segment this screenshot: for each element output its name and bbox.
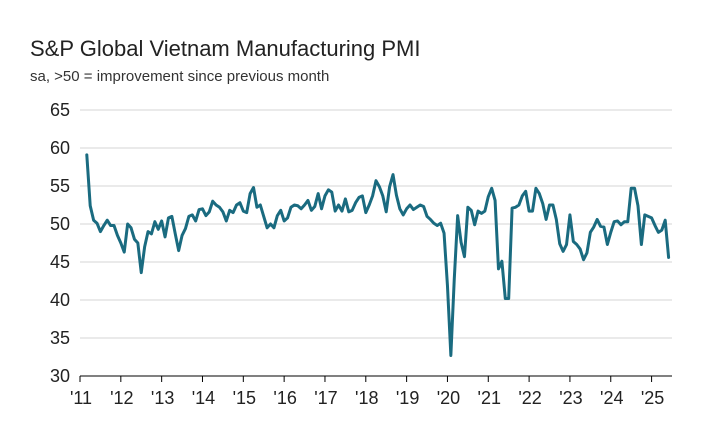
y-tick-label-50: 50 [50, 214, 70, 234]
x-tick-label-2015: '15 [233, 388, 256, 408]
series-group [85, 153, 671, 357]
x-tick-label-2013: '13 [151, 388, 174, 408]
x-tick-label-2017: '17 [314, 388, 337, 408]
x-tick-label-2025: '25 [641, 388, 664, 408]
x-tick-label-2016: '16 [273, 388, 296, 408]
series-line-0 [85, 153, 671, 357]
y-tick-label-35: 35 [50, 328, 70, 348]
x-tick-label-2019: '19 [396, 388, 419, 408]
y-tick-label-60: 60 [50, 138, 70, 158]
x-tick-label-2012: '12 [110, 388, 133, 408]
x-tick-label-2023: '23 [559, 388, 582, 408]
x-tick-label-2020: '20 [437, 388, 460, 408]
y-tick-label-45: 45 [50, 252, 70, 272]
y-tick-label-30: 30 [50, 366, 70, 386]
x-axis [79, 375, 672, 382]
y-tick-label-55: 55 [50, 176, 70, 196]
x-axis-tick-labels: '11 '12 '13 '14 '15 '16 '17 '18 '19 '20 '21 '22 '23 '… [70, 388, 664, 408]
x-tick-label-2014: '14 [192, 388, 215, 408]
chart-subtitle: sa, >50 = improvement since previous mon… [30, 68, 330, 85]
x-tick-label-2022: '22 [518, 388, 541, 408]
y-axis-tick-labels: 30 35 40 45 50 55 60 65 [50, 100, 70, 386]
y-tick-label-40: 40 [50, 290, 70, 310]
gridlines [80, 109, 672, 339]
x-tick-label-2011: '11 [70, 388, 92, 408]
y-tick-label-65: 65 [50, 100, 70, 120]
chart-title: S&P Global Vietnam Manufacturing PMI [30, 36, 421, 61]
x-tick-label-2024: '24 [600, 388, 623, 408]
x-tick-label-2021: '21 [478, 388, 501, 408]
x-tick-label-2018: '18 [355, 388, 378, 408]
